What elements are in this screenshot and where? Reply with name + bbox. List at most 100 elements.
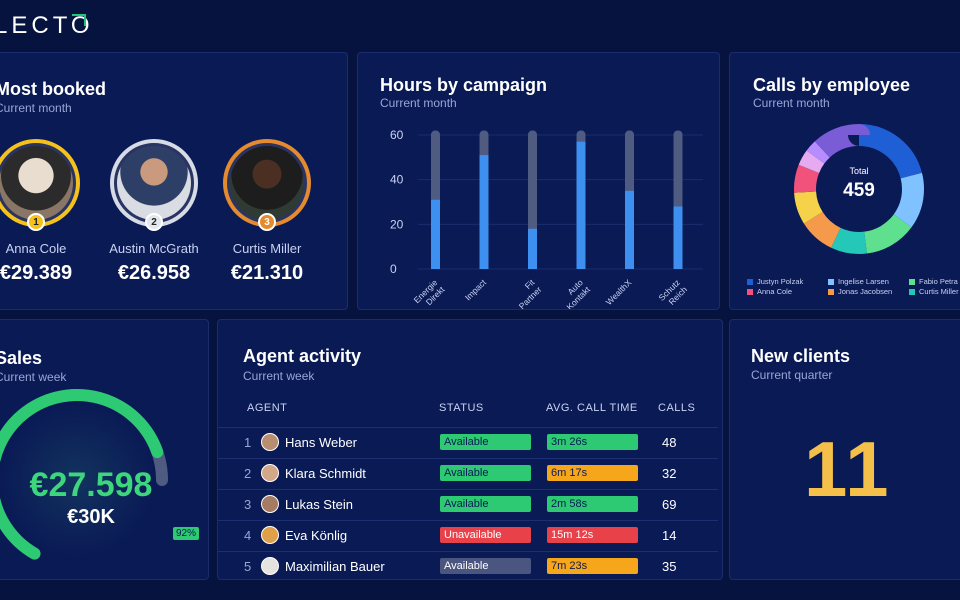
y-tick-label: 60 (390, 128, 404, 142)
avatar (261, 464, 279, 482)
calls-count: 14 (662, 528, 677, 543)
person-name: Austin McGrath (109, 241, 199, 256)
sales-percent-badge: 92% (173, 527, 200, 540)
donut-segment (794, 124, 924, 254)
avatar (261, 526, 279, 544)
hours-bar-chart: 0 20 40 60 EnergieDirekt Impact FitPartner Auto… (390, 128, 703, 310)
sales-card: Sales Current week €27.598 €30K 92% (0, 319, 209, 580)
agent-name: Klara Schmidt (285, 466, 366, 481)
y-tick-label: 40 (390, 173, 404, 187)
agent-name: Maximilian Bauer (285, 559, 385, 574)
call-time-badge: 2m 58s (547, 496, 638, 512)
calls-donut-chart (794, 124, 924, 254)
person-amount: €29.389 (0, 262, 73, 284)
person-amount: €21.310 (230, 262, 304, 284)
legend-item: Justyn Polzak (747, 277, 803, 286)
row-number: 4 (244, 528, 252, 543)
logo-text: LECTO (0, 12, 94, 39)
rank-badge: 3 (258, 213, 276, 231)
y-tick-label: 0 (390, 262, 397, 276)
x-tick-label: WealthX (604, 277, 634, 307)
bar (479, 155, 489, 269)
card-title: Sales (0, 348, 43, 368)
call-time-badge: 6m 17s (547, 465, 638, 481)
avatar: 2 (110, 139, 198, 231)
person-name: Anna Cole (5, 241, 67, 256)
bar (576, 141, 586, 269)
card-subtitle: Current month (0, 101, 72, 115)
donut-segment (794, 124, 924, 254)
table-row[interactable]: 4 Eva Könlig Unavailable 15m 12s 14 (218, 520, 718, 551)
calls-count: 35 (662, 559, 677, 574)
avatar (261, 495, 279, 513)
row-number: 3 (244, 497, 252, 512)
avatar: 1 (0, 139, 80, 231)
calls-count: 48 (662, 435, 677, 450)
status-badge: Available (440, 496, 531, 512)
agent-name: Hans Weber (285, 435, 358, 450)
status-badge: Available (440, 434, 531, 450)
column-header-status[interactable]: STATUS (439, 402, 484, 414)
gauge-fill (0, 389, 164, 560)
hours-by-campaign-card: Hours by campaign Current month 0 20 40 60 E… (357, 52, 720, 310)
card-title: Most booked (0, 79, 106, 99)
donut-center-label: Total (849, 166, 869, 176)
column-header-agent[interactable]: AGENT (247, 402, 288, 414)
agent-name: Eva Könlig (285, 528, 348, 543)
bar (431, 199, 440, 269)
call-time-badge: 15m 12s (547, 527, 638, 543)
card-subtitle: Current week (243, 369, 315, 383)
donut-center-value: 459 (843, 180, 875, 201)
table-row[interactable]: 3 Lukas Stein Available 2m 58s 69 (218, 489, 718, 520)
legend-swatch (909, 279, 915, 286)
avatar (261, 433, 279, 451)
person-amount: €26.958 (117, 262, 191, 284)
rank-badge: 1 (27, 213, 45, 231)
column-header-avg-call-time[interactable]: AVG. CALL TIME (546, 402, 638, 414)
card-subtitle: Current quarter (751, 368, 833, 382)
column-header-calls[interactable]: CALLS (658, 402, 696, 414)
card-title: New clients (751, 346, 851, 366)
legend-item: Jonas Jacobsen (828, 287, 892, 296)
avatar (261, 557, 279, 575)
calls-count: 69 (662, 497, 677, 512)
legend-item: Curtis Miller (909, 287, 959, 296)
sales-value: €27.598 (29, 466, 153, 504)
table-row[interactable]: 2 Klara Schmidt Available 6m 17s 32 (218, 458, 718, 489)
calls-by-employee-card: Calls by employee Current month Total 45… (729, 52, 960, 310)
legend-swatch (747, 279, 753, 286)
person-name: Curtis Miller (232, 241, 302, 256)
table-row[interactable]: 5 Maximilian Bauer Available 7m 23s 35 (218, 551, 718, 579)
card-title: Agent activity (243, 346, 362, 366)
x-tick-label: AutoKontakt (557, 277, 592, 310)
card-title: Hours by campaign (380, 75, 548, 95)
x-tick-label: EnergieDirekt (412, 277, 447, 310)
logo-mark-icon (72, 14, 86, 26)
gauge-glow (0, 403, 154, 557)
call-time-badge: 7m 23s (547, 558, 638, 574)
legend-swatch (909, 289, 915, 296)
x-tick-label: Impact (463, 277, 489, 303)
sales-gauge (0, 389, 168, 560)
legend-swatch (747, 289, 753, 296)
row-number: 2 (244, 466, 252, 481)
card-subtitle: Current month (380, 96, 457, 110)
top-person-3[interactable]: 3 Curtis Miller €21.310 (222, 139, 312, 285)
legend-item: Ingelise Larsen (828, 277, 889, 286)
calls-count: 32 (662, 466, 677, 481)
top-person-1[interactable]: 1 Anna Cole €29.389 (0, 139, 81, 285)
y-tick-label: 20 (390, 217, 404, 231)
call-time-badge: 3m 26s (547, 434, 638, 450)
top-person-2[interactable]: 2 Austin McGrath €26.958 (109, 139, 199, 285)
table-row[interactable]: 1 Hans Weber Available 3m 26s 48 (218, 427, 718, 458)
new-clients-value: 11 (804, 425, 891, 513)
legend-item: Fabio Petra (909, 277, 958, 286)
status-badge: Available (440, 558, 531, 574)
x-tick-label: SchutzReich (656, 277, 689, 310)
legend-swatch (828, 279, 834, 286)
legend-item: Anna Cole (747, 287, 792, 296)
rank-badge: 2 (145, 213, 163, 231)
row-number: 1 (244, 435, 252, 450)
card-subtitle: Current week (0, 370, 67, 384)
bar (528, 228, 537, 269)
